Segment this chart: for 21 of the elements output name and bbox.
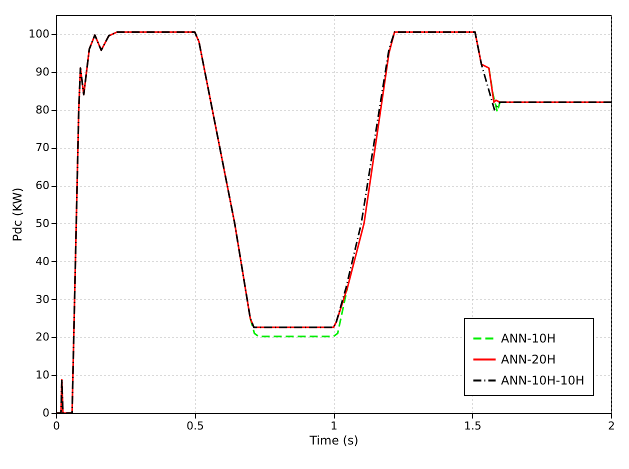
- y-tick-label: 90: [36, 65, 50, 78]
- y-tick-label: 60: [36, 179, 50, 192]
- legend-label: ANN-10H-10H: [501, 374, 584, 388]
- x-tick-label: 0: [53, 420, 60, 432]
- y-tick-label: 20: [36, 330, 50, 344]
- y-tick-label: 80: [36, 103, 50, 116]
- x-tick-label: 2: [608, 420, 615, 432]
- y-axis-title: Pdc (KW): [10, 188, 25, 242]
- y-tick-label: 40: [36, 254, 50, 268]
- x-tick-label: 1: [330, 420, 338, 432]
- y-tick-label: 50: [36, 216, 50, 230]
- x-tick-label: 1.5: [464, 420, 482, 432]
- x-tick-label: 0.5: [186, 420, 204, 432]
- y-tick-label: 100: [28, 27, 50, 40]
- legend-label: ANN-10H: [501, 332, 556, 346]
- y-tick-label: 70: [36, 141, 50, 154]
- y-tick-label: 0: [42, 406, 50, 420]
- y-tick-label: 10: [36, 368, 50, 382]
- x-axis-title: Time (s): [308, 434, 358, 448]
- legend-label: ANN-20H: [501, 352, 556, 366]
- y-tick-label: 30: [36, 292, 50, 306]
